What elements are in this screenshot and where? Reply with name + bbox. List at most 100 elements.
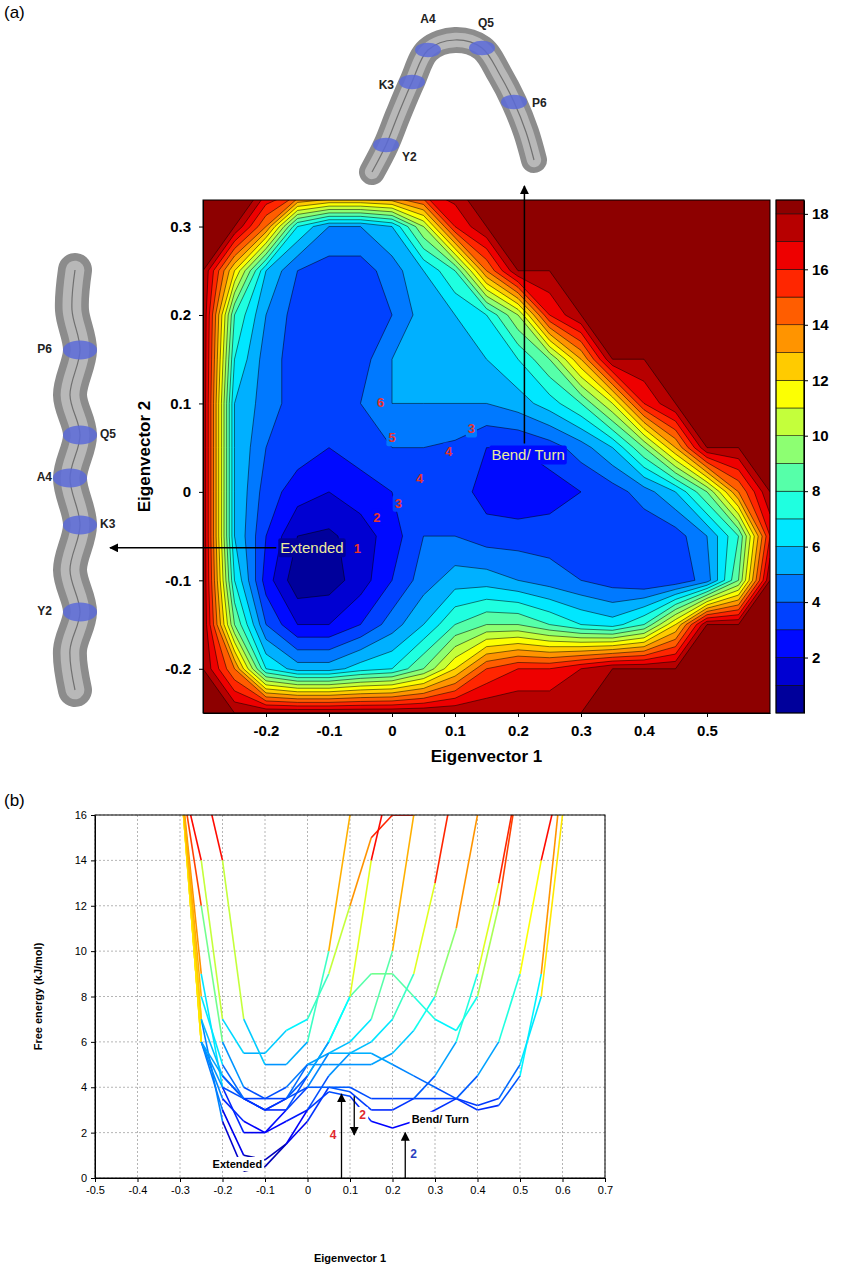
tick: 0.2 [385, 1178, 400, 1196]
surface-profile-segment [329, 1087, 350, 1092]
surface-profile-segment [435, 815, 456, 883]
residue-band [63, 602, 97, 621]
colorbar-band [776, 380, 804, 408]
tick: 0 [183, 483, 203, 500]
surface-profile-segment [393, 1031, 414, 1054]
step-label-group: 6 [375, 394, 386, 411]
tick: 4 [804, 593, 821, 610]
tick-mark [804, 380, 808, 381]
axis: 24681012141618 [804, 201, 829, 714]
colorbar-band [776, 214, 804, 242]
arrow-label: 2 [359, 1108, 366, 1122]
tick-label: 16 [812, 261, 829, 278]
surface-profile-segment [371, 1053, 392, 1064]
contour-band [203, 200, 770, 713]
tick-mark [605, 1178, 606, 1182]
tick-label: 2 [812, 649, 820, 666]
contour-band [203, 200, 770, 713]
arrow-label-group: 4 [328, 1127, 339, 1143]
residue-band [53, 468, 87, 487]
tick-mark [804, 436, 808, 437]
tick-label: 12 [812, 372, 829, 389]
surface-profile-segment [180, 815, 201, 1019]
colorbar-band [776, 436, 804, 464]
surface-profile-segment [265, 1099, 286, 1110]
structure-tube [372, 40, 534, 172]
tick-label: 0.1 [170, 395, 191, 412]
surface-profile-segment [499, 815, 520, 883]
step-label-group: 1 [352, 540, 363, 557]
tick-label: 0.4 [470, 1184, 485, 1196]
surface-profile-segment [265, 1109, 286, 1111]
contour-band [203, 200, 770, 713]
tick: -0.1 [165, 572, 203, 589]
surface-profile-segment [265, 1098, 286, 1100]
tick-label: 0.5 [697, 722, 718, 739]
tick: 12 [804, 372, 829, 389]
step-label: 4 [416, 471, 424, 486]
surface-profile-segment [223, 860, 244, 1019]
tick-mark [392, 713, 393, 717]
surface-profile-segment [371, 973, 392, 975]
surface-profile-segment [456, 815, 477, 928]
residue-band [63, 340, 97, 359]
residue-label: Q5 [478, 16, 494, 30]
surface-profile-segment [350, 1042, 371, 1053]
residue-band [469, 41, 495, 56]
tick-label: 14 [75, 854, 87, 866]
residue-band [501, 95, 527, 110]
surface-profile-segment [371, 1019, 392, 1042]
panel-label: (a) [4, 3, 25, 22]
tick-mark [804, 547, 808, 548]
surface-profile-segment [435, 1019, 456, 1030]
tick-label: 0 [388, 722, 396, 739]
tick: 0.1 [343, 1178, 358, 1196]
colorbar-band [776, 242, 804, 270]
surface-profile-segment [286, 1042, 307, 1065]
surface-profile-segment [435, 928, 456, 996]
surface-profile-segment [478, 883, 499, 974]
tick-label: 18 [812, 205, 829, 222]
surface-profile-segment [180, 815, 201, 997]
surface-profile-segment [308, 951, 329, 1042]
surface-profile-segment [223, 1099, 244, 1122]
surface-profile-segment [244, 1132, 265, 1134]
grid-line [95, 951, 605, 952]
tick-label: 0.1 [445, 722, 466, 739]
surface-profile-segment [478, 1099, 499, 1106]
residue-label: A4 [420, 12, 436, 26]
tick-label: 10 [75, 945, 87, 957]
surface-profile-segment [350, 1019, 371, 1042]
surface-profile-segment [286, 1110, 307, 1121]
colorbar-band [776, 408, 804, 436]
label-patch [466, 420, 477, 437]
surface-profile-segment [499, 815, 520, 906]
surface-profile-segment [350, 838, 371, 906]
label-patch [408, 1146, 419, 1162]
label-patch [410, 1112, 472, 1126]
grid [95, 815, 605, 1178]
surface-profile-segment [201, 906, 222, 1042]
state-label-group: Bend/ Turn [410, 1112, 472, 1126]
tick-label: -0.4 [129, 1184, 148, 1196]
arrow-label: 2 [410, 1147, 417, 1161]
tick: 0.5 [513, 1178, 528, 1196]
axis-line [204, 713, 771, 714]
tick-label: 8 [812, 482, 820, 499]
annotations: ExtendedBend/ Turn12345643 [278, 394, 566, 557]
arrow-label: 4 [330, 1128, 337, 1142]
surface-profile-segment [350, 1087, 371, 1098]
surface-profile-segment [499, 1065, 520, 1099]
surface-profile-segment [244, 1099, 265, 1110]
surface-profile-segment [265, 1144, 286, 1160]
surface-profile-segment [478, 1042, 499, 1076]
tick-mark [520, 1178, 521, 1182]
label-patch [328, 1127, 339, 1143]
tick: 6 [804, 538, 820, 555]
tick: 0.1 [170, 395, 203, 412]
tick: 0.5 [697, 713, 718, 739]
grid-line [95, 860, 605, 861]
axis: -0.2-0.100.10.20.30.40.5 [204, 713, 771, 739]
surface-profile-segment [265, 1064, 286, 1066]
figure: (a)-0.2-0.100.10.20.30.40.5-0.2-0.100.10… [0, 0, 849, 1281]
